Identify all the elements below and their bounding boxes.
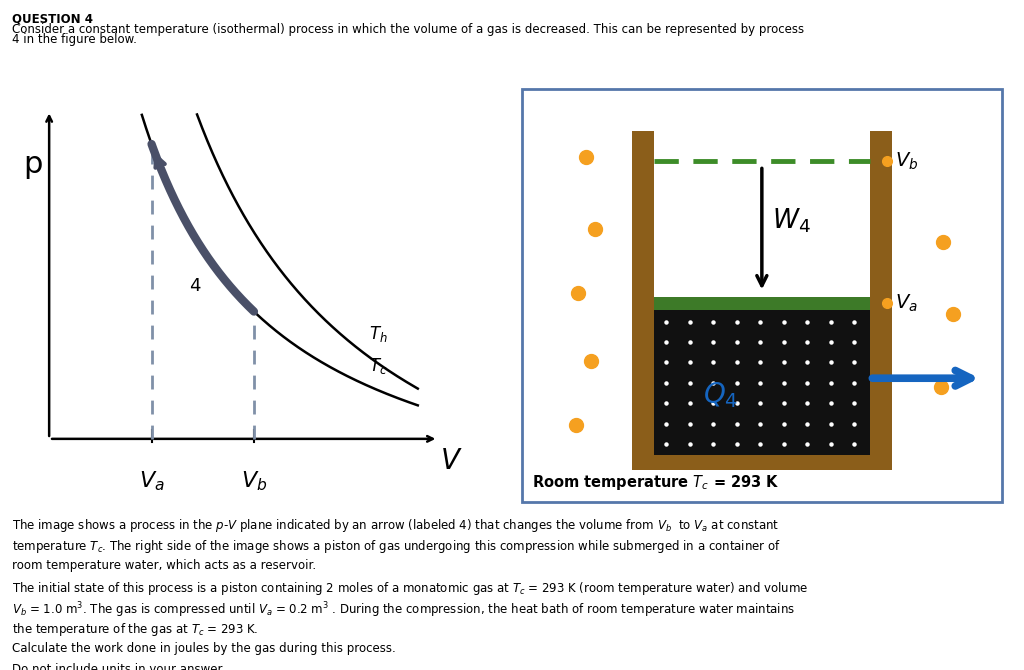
Bar bbox=[654, 310, 869, 455]
Text: The image shows a process in the $p$-$V$ plane indicated by an arrow (labeled 4): The image shows a process in the $p$-$V$… bbox=[12, 517, 779, 534]
Text: QUESTION 4: QUESTION 4 bbox=[12, 12, 93, 25]
Bar bbox=[632, 455, 892, 470]
Text: V: V bbox=[441, 447, 460, 474]
Text: Room temperature $T_c$ = 293 K: Room temperature $T_c$ = 293 K bbox=[531, 473, 779, 492]
Bar bbox=[632, 131, 654, 464]
Text: $V_b$: $V_b$ bbox=[241, 469, 267, 492]
Text: Do not include units in your answer.: Do not include units in your answer. bbox=[12, 663, 225, 670]
Text: $Q_4$: $Q_4$ bbox=[703, 381, 738, 410]
Text: room temperature water, which acts as a reservoir.: room temperature water, which acts as a … bbox=[12, 559, 316, 572]
Text: 4 in the figure below.: 4 in the figure below. bbox=[12, 34, 137, 46]
Text: $V_b$: $V_b$ bbox=[895, 151, 919, 172]
Text: $V_a$: $V_a$ bbox=[138, 469, 165, 492]
Text: $W_4$: $W_4$ bbox=[772, 206, 810, 235]
Bar bbox=[869, 131, 892, 464]
Text: 4: 4 bbox=[188, 277, 201, 295]
Text: Calculate the work done in joules by the gas during this process.: Calculate the work done in joules by the… bbox=[12, 642, 396, 655]
Text: $T_c$: $T_c$ bbox=[369, 356, 387, 376]
Text: The initial state of this process is a piston containing 2 moles of a monatomic : The initial state of this process is a p… bbox=[12, 580, 809, 596]
Text: p: p bbox=[24, 149, 42, 179]
Text: Consider a constant temperature (isothermal) process in which the volume of a ga: Consider a constant temperature (isother… bbox=[12, 23, 805, 36]
FancyBboxPatch shape bbox=[522, 89, 1001, 502]
Text: $V_a$: $V_a$ bbox=[895, 293, 918, 314]
Bar bbox=[654, 297, 869, 310]
Text: $T_h$: $T_h$ bbox=[369, 324, 387, 344]
Text: $V_b$ = 1.0 m$^3$. The gas is compressed until $V_a$ = 0.2 m$^3$ . During the co: $V_b$ = 1.0 m$^3$. The gas is compressed… bbox=[12, 600, 796, 620]
Text: the temperature of the gas at $T_c$ = 293 K.: the temperature of the gas at $T_c$ = 29… bbox=[12, 621, 259, 638]
Text: temperature $T_c$. The right side of the image shows a piston of gas undergoing : temperature $T_c$. The right side of the… bbox=[12, 538, 781, 555]
Bar bbox=[654, 131, 869, 297]
